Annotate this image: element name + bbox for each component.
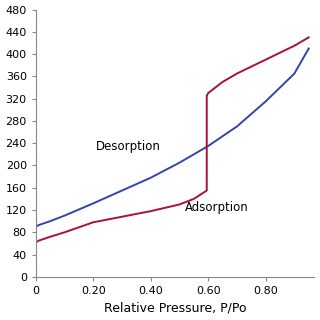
Text: Desorption: Desorption (96, 140, 161, 153)
Text: Adsorption: Adsorption (185, 201, 249, 214)
X-axis label: Relative Pressure, P/Po: Relative Pressure, P/Po (104, 301, 246, 315)
